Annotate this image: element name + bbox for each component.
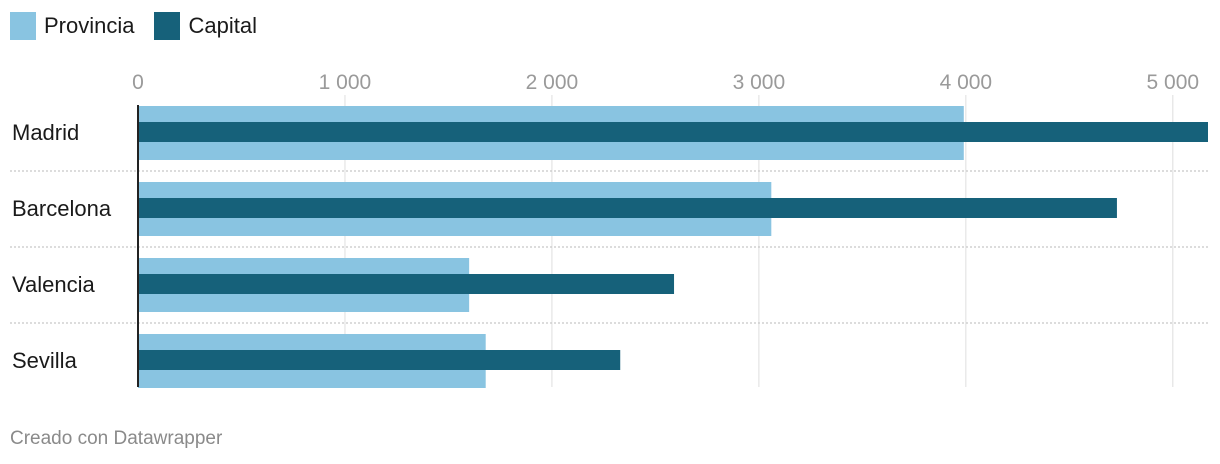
legend-swatch-capital — [154, 12, 181, 40]
legend-item-capital: Capital — [154, 12, 257, 40]
x-tick-label: 5 000 — [1147, 71, 1200, 94]
x-tick-label: 1 000 — [319, 71, 372, 94]
legend: Provincia Capital — [10, 12, 257, 40]
category-label: Sevilla — [12, 348, 78, 373]
bar-capital-barcelona — [138, 198, 1117, 218]
bar-capital-valencia — [138, 274, 675, 294]
x-tick-label: 3 000 — [733, 71, 786, 94]
x-tick-label: 4 000 — [940, 71, 993, 94]
legend-item-provincia: Provincia — [10, 12, 134, 40]
bar-capital-madrid — [138, 122, 1208, 142]
legend-swatch-provincia — [10, 12, 36, 40]
x-tick-label: 0 — [132, 71, 144, 94]
category-label: Barcelona — [12, 196, 112, 221]
legend-label-provincia: Provincia — [44, 13, 135, 38]
bar-capital-sevilla — [138, 350, 621, 370]
footer-credit: Creado con Datawrapper — [10, 428, 223, 449]
category-label: Madrid — [12, 120, 79, 145]
category-label: Valencia — [12, 272, 96, 297]
legend-label-capital: Capital — [188, 13, 257, 38]
bar-chart: 0 1 000 2 000 3 000 4 000 5 000 Madrid Barcelon… — [10, 71, 1210, 388]
x-tick-label: 2 000 — [526, 71, 579, 94]
